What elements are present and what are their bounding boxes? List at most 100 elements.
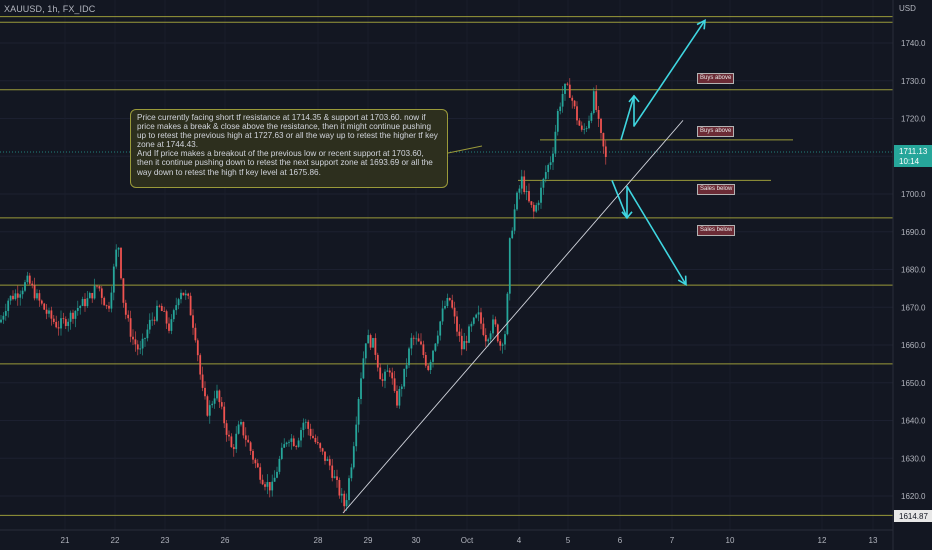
candle-body xyxy=(547,165,550,173)
candle-body xyxy=(544,172,547,179)
candle-body xyxy=(225,423,228,435)
candle-body xyxy=(535,205,538,212)
candle-body xyxy=(228,434,230,437)
candle-body xyxy=(321,448,324,452)
candle-body xyxy=(120,247,122,279)
candle-body xyxy=(482,323,485,335)
candle-body xyxy=(43,303,46,310)
candle-body xyxy=(283,444,286,448)
candle-body xyxy=(235,433,238,450)
candle-body xyxy=(26,275,29,283)
candle-body xyxy=(84,298,86,307)
candle-body xyxy=(57,327,60,329)
candle-body xyxy=(590,113,593,121)
projection-arrows[interactable] xyxy=(611,18,706,287)
candle-body xyxy=(518,188,521,193)
candle-body xyxy=(38,293,41,301)
candle-body xyxy=(297,440,300,447)
current-price-value: 1711.13 xyxy=(899,147,928,156)
candle-body xyxy=(218,390,221,403)
candle-body xyxy=(340,493,343,496)
candle-body xyxy=(559,106,562,111)
candle-body xyxy=(134,339,137,345)
sales-below-label[interactable]: Sales below xyxy=(697,184,736,195)
candle-body xyxy=(345,500,348,507)
candle-body xyxy=(213,398,216,404)
candle-body xyxy=(578,120,581,126)
candle-body xyxy=(268,482,271,491)
current-price-countdown: 10:14 xyxy=(899,157,920,166)
candle-body xyxy=(14,293,17,300)
candle-body xyxy=(196,340,199,356)
candle-body xyxy=(408,348,410,366)
candle-body xyxy=(271,481,274,491)
candle-body xyxy=(307,421,310,429)
current-price-badge xyxy=(894,145,932,167)
candle-body xyxy=(326,459,329,461)
candle-body xyxy=(124,302,127,315)
candle-body xyxy=(556,110,559,132)
candle-body xyxy=(405,365,408,369)
bearish-arrowhead xyxy=(677,275,687,287)
candle-body xyxy=(355,424,358,447)
candle-body xyxy=(458,331,461,336)
candle-body xyxy=(537,202,540,206)
candle-body xyxy=(110,292,113,309)
candle-body xyxy=(273,477,276,482)
candle-body xyxy=(304,421,307,423)
candle-body xyxy=(444,305,446,309)
candle-body xyxy=(384,371,386,381)
candle-body xyxy=(432,350,434,362)
candle-body xyxy=(412,337,415,339)
candle-body xyxy=(585,128,588,129)
candle-body xyxy=(261,479,264,485)
candle-body xyxy=(64,319,67,326)
price-axis-panel[interactable] xyxy=(893,0,932,550)
low-price-badge xyxy=(894,510,932,522)
candle-body xyxy=(21,290,24,295)
candle-body xyxy=(177,299,180,306)
candle-body xyxy=(422,344,425,355)
candle-body xyxy=(571,97,574,101)
candle-body xyxy=(453,307,456,317)
candle-body xyxy=(163,310,166,312)
trendline[interactable] xyxy=(342,120,684,514)
candle-body xyxy=(592,91,595,114)
candle-body xyxy=(504,334,506,345)
candle-body xyxy=(439,321,442,336)
candle-body xyxy=(465,341,468,343)
candle-body xyxy=(441,308,444,322)
buys-above-label[interactable]: Buys above xyxy=(697,126,735,137)
time-tick-label: Oct xyxy=(461,536,474,545)
analysis-note[interactable]: Price currently facing short tf resistan… xyxy=(130,109,448,188)
candle-body xyxy=(508,238,511,294)
candle-body xyxy=(475,314,478,318)
candle-body xyxy=(489,333,492,340)
candle-body xyxy=(451,300,454,308)
candle-body xyxy=(516,192,518,210)
candle-body xyxy=(244,435,247,440)
candle-body xyxy=(204,387,206,397)
candle-body xyxy=(314,437,317,443)
candle-body xyxy=(338,479,341,496)
candle-body xyxy=(55,321,58,328)
candle-body xyxy=(175,305,178,311)
price-axis-ticks: 1620.0 1630.0 1640.0 1650.0 1660.0 1670.0 1680… xyxy=(901,39,926,501)
sales-below-label-bottom[interactable]: Sales below xyxy=(697,225,736,236)
time-axis-ticks: 21 22 23 26 28 29 30 Oct 4 5 6 7 10 12 13 xyxy=(61,536,878,545)
candle-body xyxy=(201,374,204,388)
buys-above-label-top[interactable]: Buys above xyxy=(697,73,735,84)
candle-body xyxy=(595,91,598,110)
candle-body xyxy=(367,335,370,344)
candle-body xyxy=(96,285,98,287)
candle-body xyxy=(568,84,571,98)
candle-body xyxy=(88,292,91,299)
candle-body xyxy=(28,275,31,284)
candle-body xyxy=(566,83,569,85)
price-tick-label: 1690.0 xyxy=(901,228,926,237)
symbol-title[interactable]: XAUUSD, 1h, FX_IDC xyxy=(4,4,96,14)
candle-body xyxy=(532,204,535,212)
candle-body xyxy=(424,354,427,366)
candle-body xyxy=(472,317,475,324)
